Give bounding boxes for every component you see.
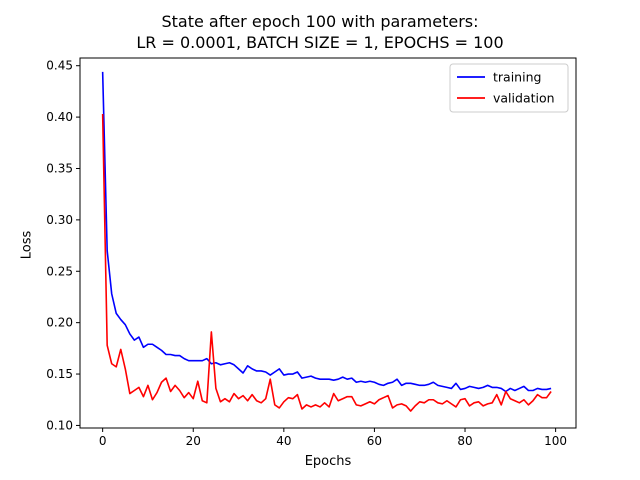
y-tick-label: 0.45 bbox=[46, 59, 73, 73]
series-line-training bbox=[101, 71, 552, 393]
x-tick-label: 20 bbox=[186, 434, 201, 448]
axes-frame bbox=[79, 57, 577, 429]
x-tick-label: 0 bbox=[99, 434, 107, 448]
x-tick-label: 40 bbox=[276, 434, 291, 448]
legend-box bbox=[449, 63, 569, 113]
series-line-validation bbox=[101, 113, 552, 412]
y-tick-label: 0.10 bbox=[46, 418, 73, 432]
y-axis-label: Loss bbox=[19, 230, 35, 260]
x-tick-label: 100 bbox=[544, 434, 567, 448]
y-tick-label: 0.25 bbox=[46, 264, 73, 278]
y-tick-label: 0.40 bbox=[46, 110, 73, 124]
x-tick-label: 80 bbox=[457, 434, 472, 448]
y-axis: 0.10 0.15 0.20 0.25 0.30 0.35 0.40 0.45 bbox=[46, 59, 80, 432]
legend-label-training: training bbox=[493, 70, 541, 85]
x-tick-label: 60 bbox=[367, 434, 382, 448]
y-tick-label: 0.15 bbox=[46, 367, 73, 381]
y-tick-label: 0.20 bbox=[46, 316, 73, 330]
y-tick-label: 0.35 bbox=[46, 161, 73, 175]
chart-title-line-2: LR = 0.0001, BATCH SIZE = 1, EPOCHS = 10… bbox=[136, 33, 504, 52]
x-axis-label: Epochs bbox=[304, 454, 352, 469]
x-axis: 0 20 40 60 80 100 bbox=[99, 428, 567, 448]
chart-title-line-1: State after epoch 100 with parameters: bbox=[161, 12, 479, 31]
legend-label-validation: validation bbox=[493, 91, 555, 106]
legend: training validation bbox=[449, 63, 569, 113]
y-tick-label: 0.30 bbox=[46, 213, 73, 227]
series-layer bbox=[101, 71, 552, 412]
